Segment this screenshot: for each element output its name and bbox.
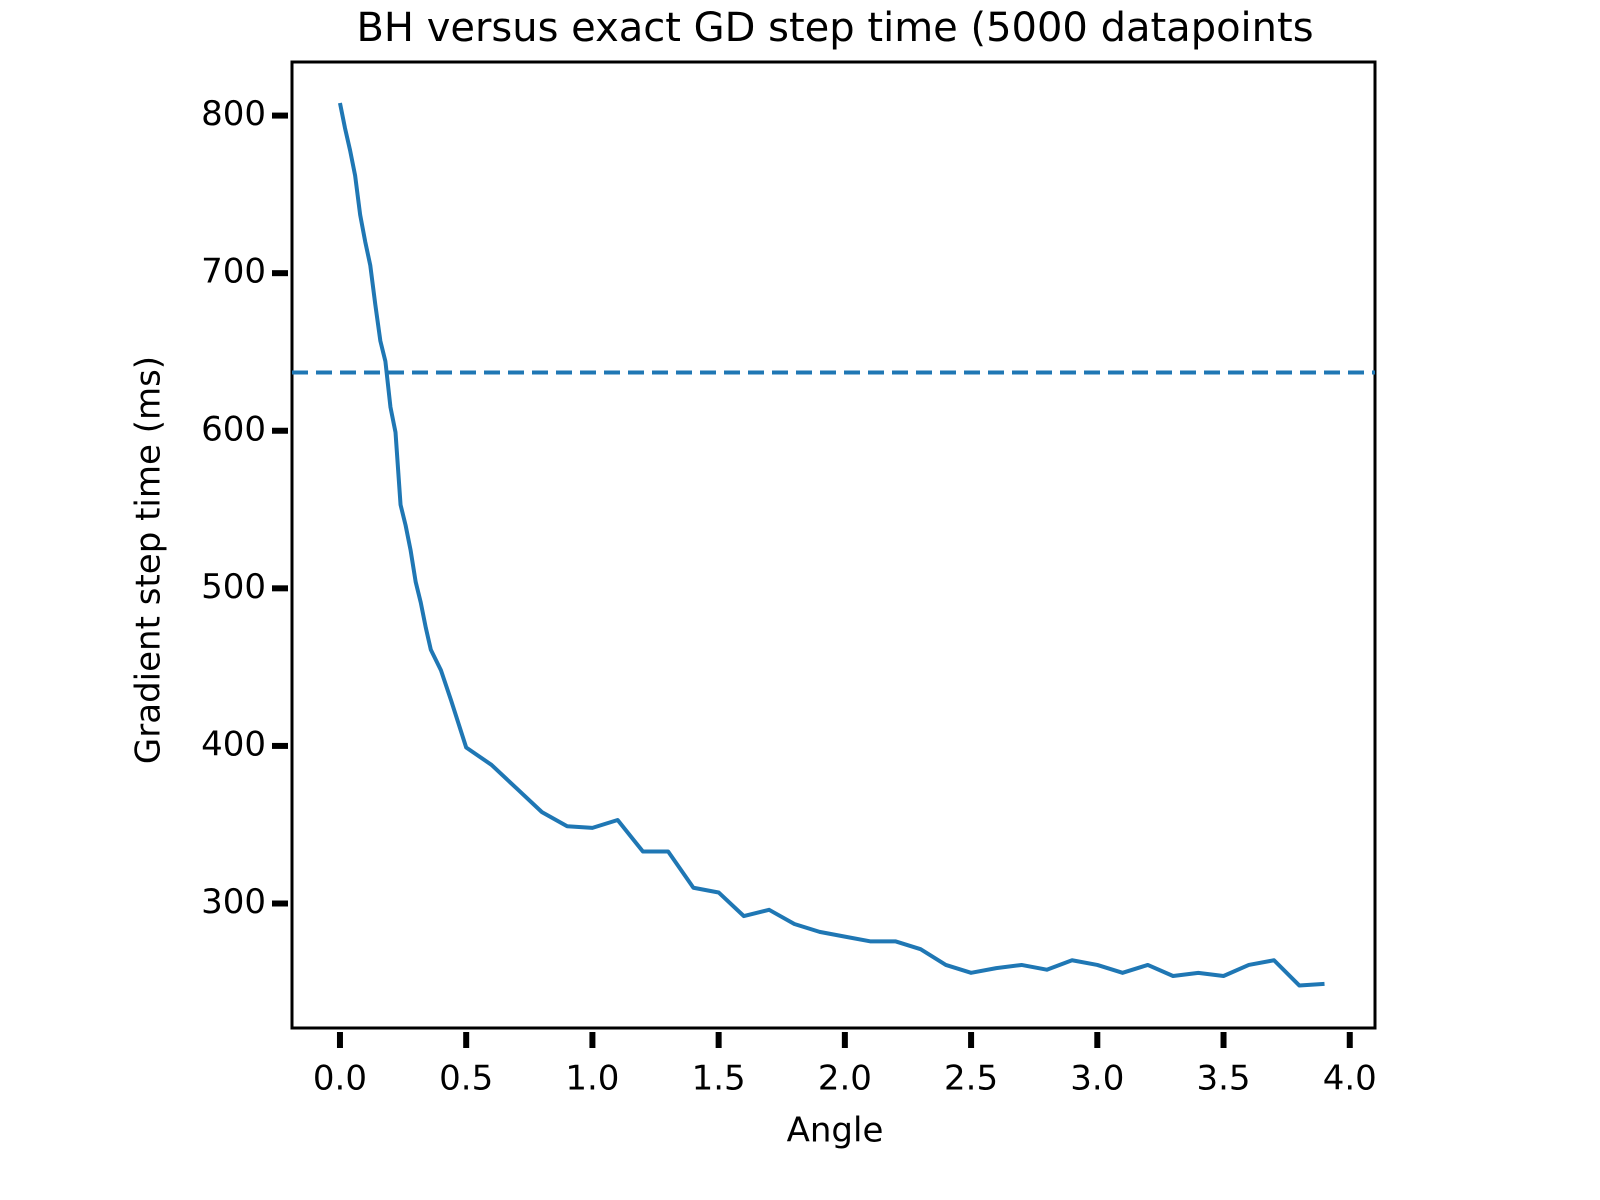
y-tick-label: 400 [201,724,266,764]
y-tick-label: 600 [201,409,266,449]
x-tick-label: 0.5 [439,1059,493,1099]
x-tick-label: 3.0 [1070,1059,1124,1099]
x-tick-label: 2.0 [818,1059,872,1099]
chart-title: BH versus exact GD step time (5000 datap… [356,5,1313,51]
y-tick-label: 700 [201,252,266,292]
x-axis-label: Angle [787,1111,884,1151]
x-tick-label: 0.0 [313,1059,367,1099]
x-tick-label: 1.5 [692,1059,746,1099]
x-tick-label: 4.0 [1323,1059,1377,1099]
y-tick-label: 300 [201,882,266,922]
x-tick-label: 1.0 [565,1059,619,1099]
plot-frame [290,60,1377,1030]
data-line [338,102,1325,988]
x-tick-label: 2.5 [944,1059,998,1099]
y-tick-label: 500 [201,567,266,607]
x-tick-label: 3.5 [1196,1059,1250,1099]
y-axis-label: Gradient step time (ms) [129,356,169,764]
y-tick-label: 800 [201,94,266,134]
